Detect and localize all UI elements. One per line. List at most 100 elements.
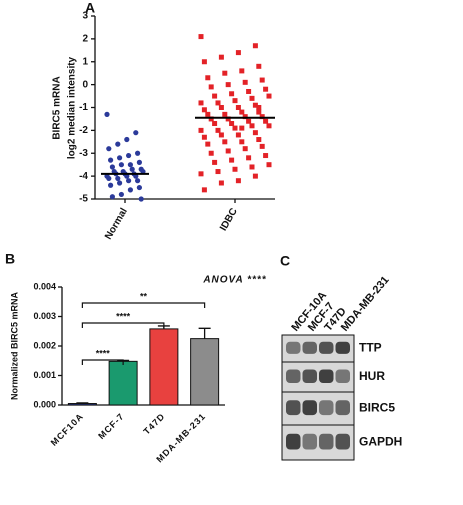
bar [190,338,220,406]
data-point [218,132,224,138]
lane-label: MDA-MB-231 [339,274,392,334]
data-point [135,150,141,156]
y-tick-label: 0.001 [33,370,56,380]
blot-band [302,341,317,354]
data-point [252,43,258,49]
data-point [235,178,241,184]
data-point [118,191,124,198]
error-bar [198,327,211,339]
y-tick-label: -1 [79,102,88,113]
y-tick-label: 1 [82,56,88,67]
x-tick-label: IDBC [218,206,240,233]
data-point [118,162,124,168]
data-point [208,150,214,156]
row-label: BIRC5 [359,401,395,415]
data-point [198,171,204,177]
blot-band [302,369,317,383]
y-tick-label: 3 [82,11,88,22]
blot-band [335,433,350,450]
data-point [222,139,228,145]
data-point [229,121,235,127]
data-point [249,164,255,170]
bar [67,403,97,406]
data-point [249,95,255,101]
data-point [249,123,255,129]
data-point [215,100,221,106]
x-tick-label: T47D [142,411,167,436]
data-point [127,187,133,193]
data-point [235,50,241,56]
data-point [133,130,139,136]
data-point [205,75,211,81]
row-label: HUR [359,369,385,383]
data-point [129,166,135,172]
data-point [201,134,207,140]
data-point [108,157,114,163]
blot-band [302,400,317,416]
y-axis-label: BIRC5 mRNA [52,76,63,139]
y-tick-label: -2 [79,125,88,136]
blot-band [319,369,334,383]
data-point [239,109,245,115]
blot-band [286,369,301,383]
data-point [136,159,142,165]
data-point [126,152,132,159]
data-point [232,125,238,131]
y-tick-label: -4 [79,171,88,182]
blot-band [286,433,301,450]
blot-band [286,341,301,354]
data-point [256,109,262,115]
data-point [239,68,245,74]
data-point [235,132,241,138]
data-point [201,187,207,193]
data-point [229,157,235,163]
data-point [198,34,204,40]
data-point [106,175,112,182]
data-point [124,136,130,143]
data-point [198,127,204,133]
data-point [263,118,269,124]
data-point [259,114,265,120]
data-point [242,79,248,85]
x-tick-label: MCF-7 [96,411,126,441]
data-point [208,84,214,90]
data-point [263,86,269,92]
data-point [222,70,228,76]
blot-band [335,341,350,354]
significance-label: **** [96,348,111,358]
data-point [256,137,262,143]
data-point [218,54,224,60]
significance-bracket [81,359,124,365]
significance-label: **** [116,311,131,321]
row-label: GAPDH [359,435,402,449]
data-point [252,102,258,108]
data-point [136,184,142,191]
data-point [127,162,133,168]
y-tick-label: -5 [79,194,88,205]
y-tick-label: 0.002 [33,340,56,350]
error-bar [76,402,89,404]
data-point [212,159,218,165]
data-point [198,100,204,106]
data-point [266,162,272,168]
data-point [135,178,141,184]
bar [149,328,179,406]
data-point [252,173,258,179]
bar [108,360,138,406]
data-point [218,180,224,186]
data-point [256,63,262,69]
panel-letter: B [5,251,15,267]
annotation: ANOVA **** [202,275,266,286]
blot-band [319,400,334,416]
data-point [126,178,132,184]
data-point [235,105,241,110]
y-tick-label: 0.000 [33,399,56,409]
data-point [222,111,228,117]
significance-bracket [81,302,206,308]
data-point [242,146,248,152]
blot-band [319,433,334,450]
blot-band [286,400,301,416]
blot-band [335,400,350,416]
data-point [115,141,121,147]
